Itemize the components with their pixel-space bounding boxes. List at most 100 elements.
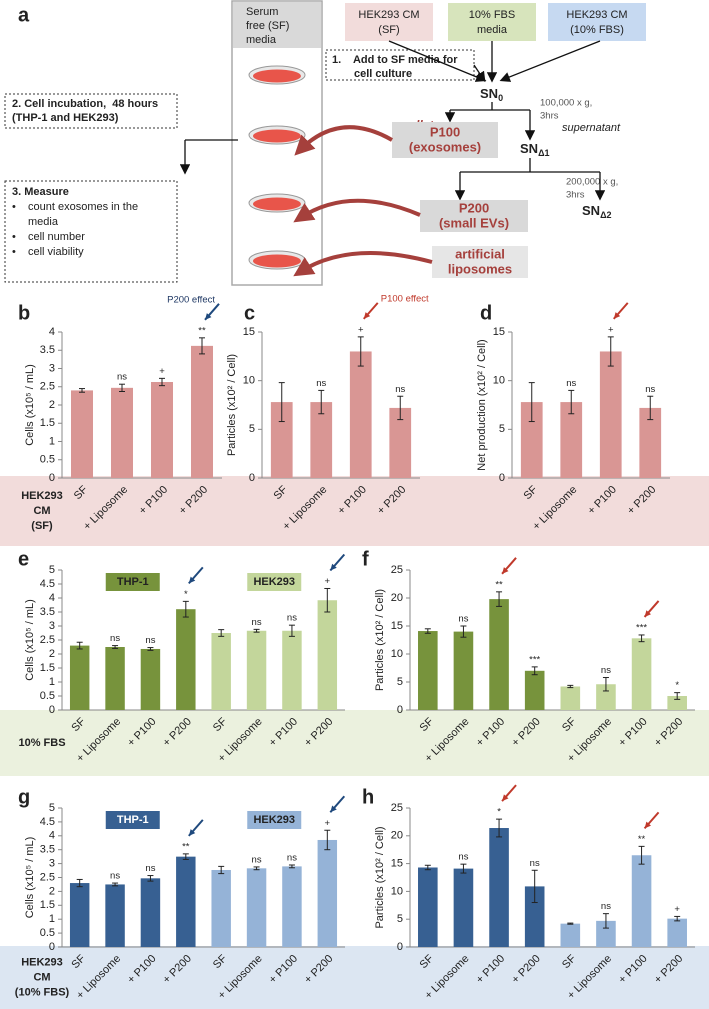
bar — [71, 390, 93, 478]
bar — [140, 878, 161, 947]
panel-label: e — [18, 548, 29, 570]
bar — [560, 923, 581, 947]
label-text: 100,000 x g, — [540, 98, 592, 109]
petri-media — [253, 197, 301, 211]
measure-item: count exosomes in the — [28, 201, 138, 213]
significance-label: ns — [252, 617, 262, 628]
y-tick-label: 5 — [249, 423, 255, 435]
y-tick-label: 0 — [397, 941, 403, 953]
y-tick-label: 1.5 — [40, 417, 55, 429]
significance-label: ** — [198, 325, 206, 336]
bar — [560, 686, 581, 710]
y-axis-label: Particles (x10² / Cell) — [374, 589, 386, 691]
significance-label: ns — [287, 613, 297, 624]
significance-label: ns — [110, 633, 120, 644]
y-tick-label: 4 — [49, 326, 55, 338]
y-tick-label: 2.5 — [40, 634, 55, 646]
bar — [453, 868, 474, 947]
y-tick-label: 3 — [49, 620, 55, 632]
bar — [418, 631, 438, 710]
source-text: (10% FBS) — [570, 24, 624, 36]
bar — [389, 407, 412, 478]
sn-sub: Δ1 — [538, 148, 549, 158]
bar — [524, 886, 545, 947]
panel-label: d — [480, 302, 492, 324]
source-text: HEK293 CM — [358, 9, 419, 21]
bar — [191, 345, 213, 478]
significance-label: ** — [638, 834, 646, 845]
effect-arrowhead — [330, 805, 337, 813]
label-text: 3hrs — [540, 111, 559, 122]
source-text: media — [477, 24, 508, 36]
y-tick-label: 4.5 — [40, 816, 55, 828]
bar — [105, 884, 125, 947]
y-tick-label: 0 — [49, 941, 55, 953]
legend-swatch — [247, 573, 302, 591]
significance-label: * — [184, 589, 188, 600]
bar — [520, 402, 543, 478]
fraction-box — [392, 122, 498, 158]
bar — [270, 402, 293, 478]
row-band — [0, 946, 709, 1009]
legend-label: THP-1 — [117, 814, 149, 826]
petri-media — [253, 129, 301, 143]
bar — [596, 684, 616, 710]
legend-swatch — [105, 811, 160, 829]
legend-swatch — [105, 573, 160, 591]
bar — [317, 839, 338, 947]
sn-label: SN0 — [480, 86, 503, 103]
curved-arrow — [294, 125, 393, 156]
bar — [282, 630, 302, 710]
y-tick-label: 0.5 — [40, 454, 55, 466]
fraction-text: liposomes — [448, 261, 512, 276]
row-label: (10% FBS) — [15, 986, 70, 998]
y-tick-label: 3.5 — [40, 844, 55, 856]
y-tick-label: 10 — [493, 375, 505, 387]
sn-label: SNΔ2 — [582, 203, 612, 220]
connector — [473, 64, 486, 83]
bar — [111, 387, 133, 478]
bar — [631, 638, 652, 710]
significance-label: + — [674, 904, 680, 915]
bar — [560, 402, 583, 478]
panel-label: b — [18, 302, 30, 324]
bar — [246, 630, 267, 710]
y-tick-label: 10 — [391, 648, 403, 660]
significance-label: ns — [287, 853, 297, 864]
y-tick-label: 5 — [397, 913, 403, 925]
bar — [69, 645, 90, 710]
sn-sub: Δ2 — [600, 210, 611, 220]
y-tick-label: 25 — [391, 802, 403, 814]
y-tick-label: 4 — [49, 830, 55, 842]
bar — [151, 382, 173, 478]
step-box — [4, 93, 178, 129]
bar — [211, 869, 231, 947]
sn-main: SN — [480, 86, 498, 101]
effect-arrowhead — [188, 829, 196, 836]
panel-label: f — [362, 548, 369, 570]
y-tick-label: 0 — [49, 472, 55, 484]
y-tick-label: 5 — [499, 423, 505, 435]
significance-label: *** — [529, 654, 540, 665]
curved-arrow — [293, 251, 433, 277]
sn-label: SNΔ1 — [520, 141, 550, 158]
bar — [317, 600, 338, 710]
bullet: • — [12, 201, 16, 213]
y-tick-label: 3 — [49, 362, 55, 374]
panel-label: c — [244, 302, 255, 324]
effect-arrowhead — [205, 313, 212, 320]
connector — [499, 40, 601, 82]
y-tick-label: 3.5 — [40, 344, 55, 356]
legend-label: HEK293 — [253, 576, 295, 588]
significance-label: + — [608, 324, 614, 335]
sn-main: SN — [582, 203, 600, 218]
y-tick-label: 15 — [493, 326, 505, 338]
y-tick-label: 0 — [397, 704, 403, 716]
source-box — [548, 3, 646, 41]
row-label: HEK293 — [21, 490, 63, 502]
label-text: 3hrs — [566, 190, 585, 201]
label-text: 1. Add to SF media for — [332, 54, 458, 66]
significance-label: ns — [458, 852, 468, 863]
y-tick-label: 5 — [49, 802, 55, 814]
label-text: 2. Cell incubation, 48 hours — [12, 98, 158, 110]
